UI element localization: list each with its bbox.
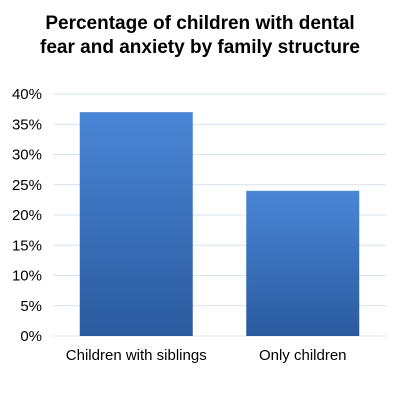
x-category-label: Only children: [259, 347, 347, 364]
x-axis-labels: Children with siblings Only children: [66, 347, 347, 364]
y-axis-ticks: 0% 5% 10% 15% 20% 25% 30% 35% 40%: [12, 86, 42, 345]
chart-title-line-1: Percentage of children with dental: [45, 13, 355, 34]
y-tick-label: 5%: [20, 298, 42, 315]
bar-only-children: [246, 190, 360, 336]
x-category-label: Children with siblings: [66, 347, 207, 364]
y-tick-label: 30%: [12, 147, 42, 164]
y-tick-label: 15%: [12, 237, 42, 254]
y-tick-label: 40%: [12, 86, 42, 103]
bars: [79, 112, 360, 337]
chart-title: Percentage of children with dental fear …: [0, 12, 400, 60]
y-tick-label: 20%: [12, 207, 42, 224]
y-tick-label: 25%: [12, 177, 42, 194]
y-tick-label: 35%: [12, 116, 42, 133]
y-tick-label: 0%: [20, 328, 42, 345]
y-tick-label: 10%: [12, 268, 42, 285]
bar-children-with-siblings: [79, 112, 193, 337]
chart-title-line-2: fear and anxiety by family structure: [40, 37, 360, 58]
